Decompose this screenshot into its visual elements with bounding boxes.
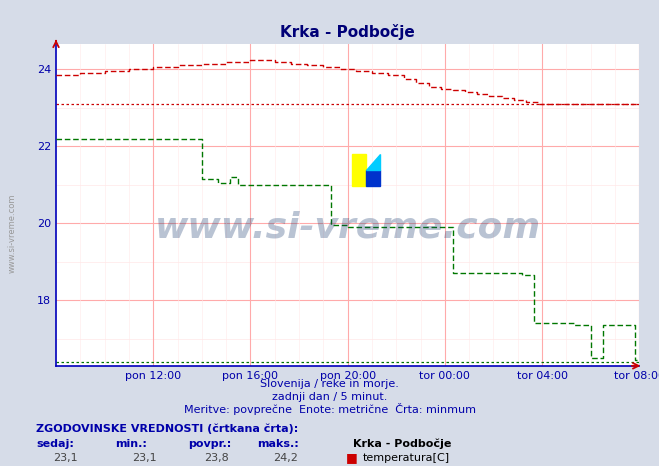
Bar (353, 154, 366, 186)
Text: maks.:: maks.: (257, 439, 299, 449)
Text: 24,2: 24,2 (273, 453, 299, 463)
Polygon shape (366, 154, 380, 170)
Text: povpr.:: povpr.: (188, 439, 231, 449)
Text: temperatura[C]: temperatura[C] (362, 453, 449, 463)
Text: zadnji dan / 5 minut.: zadnji dan / 5 minut. (272, 392, 387, 402)
Text: ■: ■ (346, 465, 358, 466)
Text: ■: ■ (346, 452, 358, 464)
Title: Krka - Podbočje: Krka - Podbočje (280, 24, 415, 41)
Text: Krka - Podbočje: Krka - Podbočje (353, 439, 451, 449)
Text: 23,8: 23,8 (204, 453, 229, 463)
Text: www.si-vreme.com: www.si-vreme.com (7, 193, 16, 273)
Text: ZGODOVINSKE VREDNOSTI (črtkana črta):: ZGODOVINSKE VREDNOSTI (črtkana črta): (36, 424, 299, 434)
Text: Meritve: povprečne  Enote: metrične  Črta: minmum: Meritve: povprečne Enote: metrične Črta:… (183, 403, 476, 415)
Text: min.:: min.: (115, 439, 147, 449)
Text: 23,1: 23,1 (132, 453, 156, 463)
Text: Slovenija / reke in morje.: Slovenija / reke in morje. (260, 379, 399, 389)
Text: sedaj:: sedaj: (36, 439, 74, 449)
Text: 23,1: 23,1 (53, 453, 77, 463)
Text: www.si-vreme.com: www.si-vreme.com (155, 211, 540, 245)
Bar (366, 170, 380, 186)
